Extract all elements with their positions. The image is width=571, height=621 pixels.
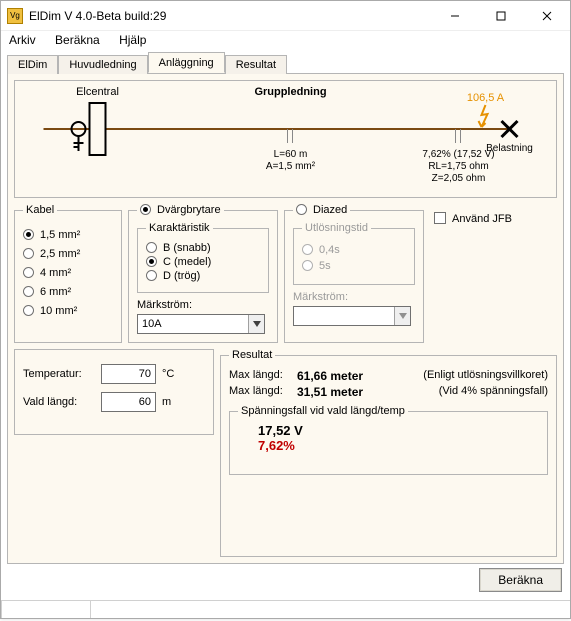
radio-icon <box>146 270 157 281</box>
diagram-rl-label: RL=1,75 ohm <box>428 161 488 172</box>
diagram-gruppledning-label: Gruppledning <box>254 86 326 98</box>
circuit-diagram: Elcentral Gruppledning 106,5 A L=60 m <box>14 80 557 198</box>
spanningsfall-pct: 7,62% <box>258 438 539 453</box>
app-icon: Vg <box>7 8 23 24</box>
maxlangd2-label: Max längd: <box>229 385 291 399</box>
utlosningstid-group: Utlösningstid 0,4s 5s <box>293 222 415 285</box>
radio-icon <box>23 267 34 278</box>
tab-anlaggning[interactable]: Anläggning <box>148 52 225 73</box>
maxlangd1-note: (Enligt utlösningsvillkoret) <box>413 369 548 383</box>
temp-group: Temperatur: 70 °C Vald längd: 60 m <box>14 349 214 435</box>
diagram-z-label: Z=2,05 ohm <box>432 173 486 184</box>
maxlangd2-value: 31,51 meter <box>297 385 407 399</box>
titlebar: Vg ElDim V 4.0-Beta build:29 <box>1 1 570 31</box>
diazed-group: Diazed Utlösningstid 0,4s 5s Märkström: <box>284 204 424 343</box>
diazed-markstrom-select <box>293 306 411 326</box>
menu-berakna[interactable]: Beräkna <box>55 33 100 47</box>
kabel-opt-1[interactable]: 2,5 mm² <box>23 248 113 260</box>
minimize-button[interactable] <box>432 1 478 30</box>
diagram-elcentral-label: Elcentral <box>76 86 119 98</box>
kabel-group: Kabel 1,5 mm² 2,5 mm² 4 mm² 6 mm² 10 mm² <box>14 204 122 343</box>
radio-icon <box>23 286 34 297</box>
kabel-opt-0[interactable]: 1,5 mm² <box>23 229 113 241</box>
karaktaristik-group: Karaktäristik B (snabb) C (medel) D (trö… <box>137 222 269 293</box>
spanningsfall-volt: 17,52 V <box>258 423 539 438</box>
menu-arkiv[interactable]: Arkiv <box>9 33 36 47</box>
kabel-opt-4[interactable]: 10 mm² <box>23 305 113 317</box>
tab-resultat[interactable]: Resultat <box>225 55 287 74</box>
utlosningstid-legend: Utlösningstid <box>302 222 371 234</box>
karaktaristik-b[interactable]: B (snabb) <box>146 242 260 254</box>
radio-icon <box>302 260 313 271</box>
kabel-opt-3[interactable]: 6 mm² <box>23 286 113 298</box>
diagram-area-label: A=1,5 mm² <box>266 161 316 172</box>
karaktaristik-d[interactable]: D (trög) <box>146 270 260 282</box>
statusbar <box>1 600 570 618</box>
tab-huvudledning[interactable]: Huvudledning <box>58 55 147 74</box>
menu-hjalp[interactable]: Hjälp <box>119 33 146 47</box>
tab-page: Elcentral Gruppledning 106,5 A L=60 m <box>7 73 564 564</box>
dvarg-radio[interactable]: Dvärgbrytare <box>137 204 224 216</box>
checkbox-icon <box>434 212 446 224</box>
resultat-legend: Resultat <box>229 349 275 361</box>
menubar: Arkiv Beräkna Hjälp <box>1 31 570 51</box>
app-window: Vg ElDim V 4.0-Beta build:29 Arkiv Beräk… <box>0 0 571 619</box>
diazed-radio[interactable]: Diazed <box>293 204 350 216</box>
radio-icon <box>23 305 34 316</box>
spanningsfall-group: Spänningsfall vid vald längd/temp 17,52 … <box>229 405 548 475</box>
temperatur-label: Temperatur: <box>23 368 95 380</box>
statusbar-cell <box>1 601 91 618</box>
jfb-area: Använd JFB <box>430 204 557 343</box>
maxlangd2-note: (Vid 4% spänningsfall) <box>413 385 548 399</box>
diagram-current-label: 106,5 A <box>467 92 505 104</box>
jfb-checkbox[interactable]: Använd JFB <box>434 213 512 225</box>
maximize-button[interactable] <box>478 1 524 30</box>
berakna-button[interactable]: Beräkna <box>479 568 562 592</box>
tab-eldim[interactable]: ElDim <box>7 55 58 74</box>
radio-icon <box>302 244 313 255</box>
diazed-markstrom-label: Märkström: <box>293 291 415 303</box>
window-title: ElDim V 4.0-Beta build:29 <box>29 9 432 23</box>
utlosningstid-04: 0,4s <box>302 244 406 256</box>
dvarg-markstrom-label: Märkström: <box>137 299 269 311</box>
chevron-down-icon <box>394 307 410 325</box>
chevron-down-icon <box>248 315 264 333</box>
radio-icon <box>23 229 34 240</box>
dvarg-group: Dvärgbrytare Karaktäristik B (snabb) C (… <box>128 204 278 343</box>
resultat-group: Resultat Max längd: 61,66 meter (Enligt … <box>220 349 557 557</box>
close-button[interactable] <box>524 1 570 30</box>
karaktaristik-c[interactable]: C (medel) <box>146 256 260 268</box>
radio-icon <box>146 256 157 267</box>
valdlangd-unit: m <box>162 396 171 408</box>
kabel-legend: Kabel <box>23 204 57 216</box>
kabel-opt-2[interactable]: 4 mm² <box>23 267 113 279</box>
temperatur-unit: °C <box>162 368 174 380</box>
radio-icon <box>146 242 157 253</box>
valdlangd-label: Vald längd: <box>23 396 95 408</box>
radio-icon <box>140 204 151 215</box>
spanningsfall-legend: Spänningsfall vid vald längd/temp <box>238 405 408 417</box>
radio-icon <box>23 248 34 259</box>
dvarg-markstrom-select[interactable]: 10A <box>137 314 265 334</box>
maxlangd1-value: 61,66 meter <box>297 369 407 383</box>
utlosningstid-5: 5s <box>302 260 406 272</box>
diagram-pct-label: 7,62% (17,52 V) <box>422 149 494 160</box>
karaktaristik-legend: Karaktäristik <box>146 222 213 234</box>
temperatur-input[interactable]: 70 <box>101 364 156 384</box>
diagram-length-label: L=60 m <box>274 149 308 160</box>
radio-icon <box>296 204 307 215</box>
tabstrip: ElDim Huvudledning Anläggning Resultat <box>7 51 564 73</box>
maxlangd1-label: Max längd: <box>229 369 291 383</box>
valdlangd-input[interactable]: 60 <box>101 392 156 412</box>
diagram-elcentral-symbol <box>90 103 106 155</box>
